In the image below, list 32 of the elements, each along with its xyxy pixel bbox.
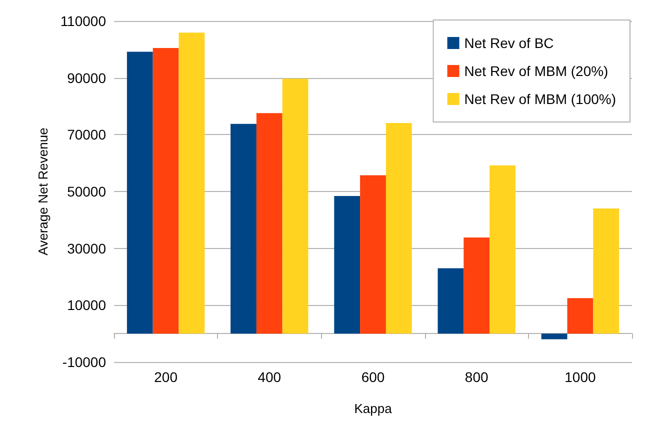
y-tick-label: 10000 [67,297,106,314]
y-tick-label: 30000 [67,240,106,256]
legend-label: Net Rev of MBM (100%) [464,91,616,107]
legend-label: Net Rev of BC [464,35,554,51]
x-tick-label: 800 [464,369,488,385]
y-tick-label: 50000 [67,184,106,200]
bar [567,298,594,334]
bar [593,208,620,334]
bar [360,175,386,334]
x-tick-label: 1000 [564,369,596,385]
y-tick-label: 110000 [60,13,106,29]
y-tick-label: -10000 [62,354,106,370]
bar [126,52,153,334]
bar [334,196,360,334]
bar [152,48,179,334]
bar [230,124,256,334]
y-tick-label: 70000 [67,126,106,143]
bar [438,268,464,334]
x-tick-label: 200 [154,369,178,385]
x-axis-title: Kappa [354,401,393,416]
x-tick-label: 600 [361,369,385,385]
bar [386,123,412,334]
legend-label: Net Rev of MBM (20%) [464,63,608,79]
y-tick-label: 90000 [67,70,106,86]
bar [178,32,205,334]
x-tick-label: 400 [258,369,282,385]
bar [541,334,568,340]
bar [256,113,282,334]
y-axis-title: Average Net Revenue [35,128,50,256]
bar [490,165,516,334]
bar [464,238,490,334]
bar [282,78,308,334]
